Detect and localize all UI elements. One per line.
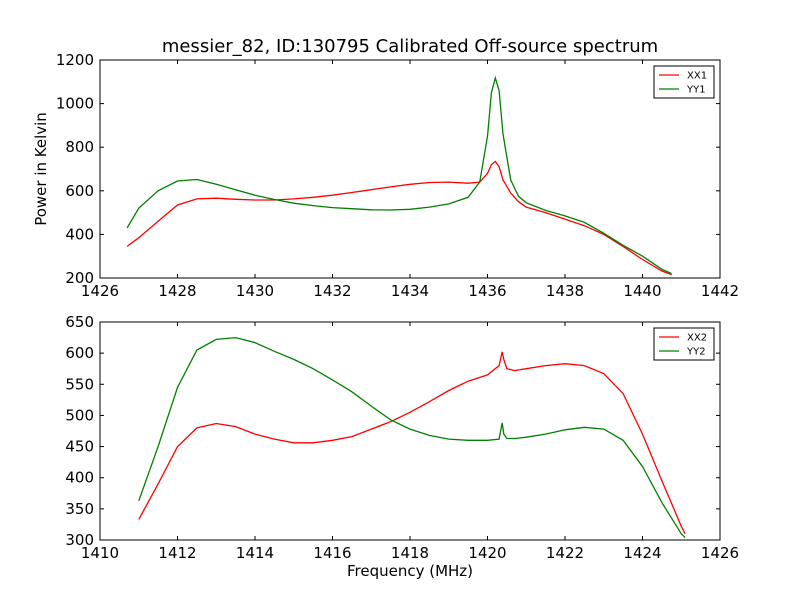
legend-box — [653, 327, 715, 361]
y-tick-label: 450 — [65, 438, 94, 456]
x-tick-label: 1414 — [236, 544, 274, 562]
y-tick-label: 800 — [65, 138, 94, 156]
x-tick-label: 1434 — [391, 282, 429, 300]
legend-label-yy1: YY1 — [686, 85, 706, 96]
x-tick-label: 1420 — [468, 544, 506, 562]
y-tick-label: 650 — [65, 313, 94, 331]
y-tick-label: 400 — [65, 225, 94, 243]
x-tick-label: 1416 — [313, 544, 351, 562]
x-tick-label: 1426 — [81, 282, 119, 300]
legend-label-xx2: XX2 — [687, 333, 707, 344]
legend-label-yy2: YY2 — [686, 347, 706, 358]
y-tick-label: 600 — [65, 344, 94, 362]
y-tick-label: 1200 — [56, 51, 94, 69]
y-tick-label: 350 — [65, 500, 94, 518]
x-tick-label: 1418 — [391, 544, 429, 562]
x-tick-label: 1438 — [546, 282, 584, 300]
y-tick-label: 600 — [65, 182, 94, 200]
x-axis-label: Frequency (MHz) — [347, 562, 473, 580]
series-line-xx2 — [138, 351, 686, 535]
y-tick-label: 1000 — [56, 95, 94, 113]
y-tick-label: 200 — [65, 269, 94, 287]
x-tick-label: 1422 — [546, 544, 584, 562]
bottom-chart: 1410 1412 1414 1416 1418 1420 1422 1424 1426 300 3… — [65, 313, 739, 580]
chart-title: messier_82, ID:130795 Calibrated Off-sou… — [162, 36, 658, 57]
y-tick-label: 550 — [65, 375, 94, 393]
x-tick-label: 1412 — [158, 544, 196, 562]
x-tick-label: 1440 — [623, 282, 661, 300]
series-line-xx1 — [126, 160, 672, 276]
x-tick-label: 1436 — [468, 282, 506, 300]
x-tick-label: 1428 — [158, 282, 196, 300]
x-tick-label: 1426 — [701, 544, 739, 562]
y-tick-label: 400 — [65, 469, 94, 487]
series-line-yy1 — [126, 75, 672, 275]
y-tick-label: 500 — [65, 406, 94, 424]
y-tick-label: 300 — [65, 531, 94, 549]
legend-box — [653, 65, 715, 99]
x-tick-label: 1410 — [81, 544, 119, 562]
top-chart: 1426 1428 1430 1432 1434 1436 1438 1440 1442 200 4… — [32, 36, 739, 300]
legend-label-xx1: XX1 — [687, 71, 707, 82]
y-axis-label: Power in Kelvin — [32, 112, 50, 226]
x-tick-label: 1424 — [623, 544, 661, 562]
x-tick-label: 1430 — [236, 282, 274, 300]
x-tick-label: 1432 — [313, 282, 351, 300]
series-line-yy2 — [138, 336, 686, 538]
x-tick-label: 1442 — [701, 282, 739, 300]
